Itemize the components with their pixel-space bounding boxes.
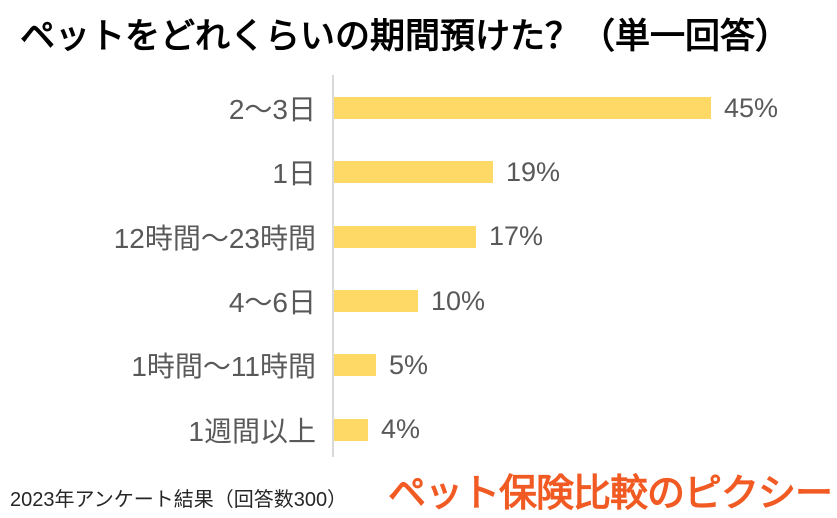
bar-rows: 2〜3日 45% 1日 19% 12時間〜23時間 17% 4〜6日 10% 1時間〜11時間 5… bbox=[0, 76, 837, 462]
bar-row: 12時間〜23時間 17% bbox=[0, 205, 837, 269]
value-label: 45% bbox=[724, 92, 779, 123]
category-label: 1週間以上 bbox=[188, 415, 316, 447]
bar bbox=[334, 290, 418, 313]
bar bbox=[334, 354, 376, 377]
survey-note: 2023年アンケート結果（回答数300） bbox=[10, 489, 348, 511]
value-label: 17% bbox=[489, 221, 544, 252]
bar-chart: 2〜3日 45% 1日 19% 12時間〜23時間 17% 4〜6日 10% 1時間〜11時間 5… bbox=[0, 75, 837, 462]
bar-row: 4〜6日 10% bbox=[0, 269, 837, 333]
category-axis-line bbox=[332, 75, 334, 457]
bar-row: 1週間以上 4% bbox=[0, 397, 837, 461]
value-label: 4% bbox=[381, 414, 421, 445]
bar bbox=[334, 161, 493, 184]
value-label: 10% bbox=[431, 285, 486, 316]
value-label: 19% bbox=[506, 156, 561, 187]
bar-row: 1時間〜11時間 5% bbox=[0, 333, 837, 397]
category-label: 12時間〜23時間 bbox=[113, 222, 316, 254]
category-label: 1時間〜11時間 bbox=[131, 351, 316, 383]
category-label: 4〜6日 bbox=[228, 287, 316, 319]
category-label: 2〜3日 bbox=[228, 94, 316, 126]
category-label: 1日 bbox=[272, 158, 316, 190]
bar-row: 2〜3日 45% bbox=[0, 76, 837, 140]
bar bbox=[334, 97, 711, 120]
value-label: 5% bbox=[389, 349, 429, 380]
bar bbox=[334, 225, 476, 248]
bar-row: 1日 19% bbox=[0, 140, 837, 204]
chart-title: ペットをどれくらいの期間預けた？（単一回答） bbox=[20, 17, 791, 56]
bar bbox=[334, 418, 368, 441]
brand-logo: ペット保険比較のピクシー bbox=[387, 473, 833, 515]
